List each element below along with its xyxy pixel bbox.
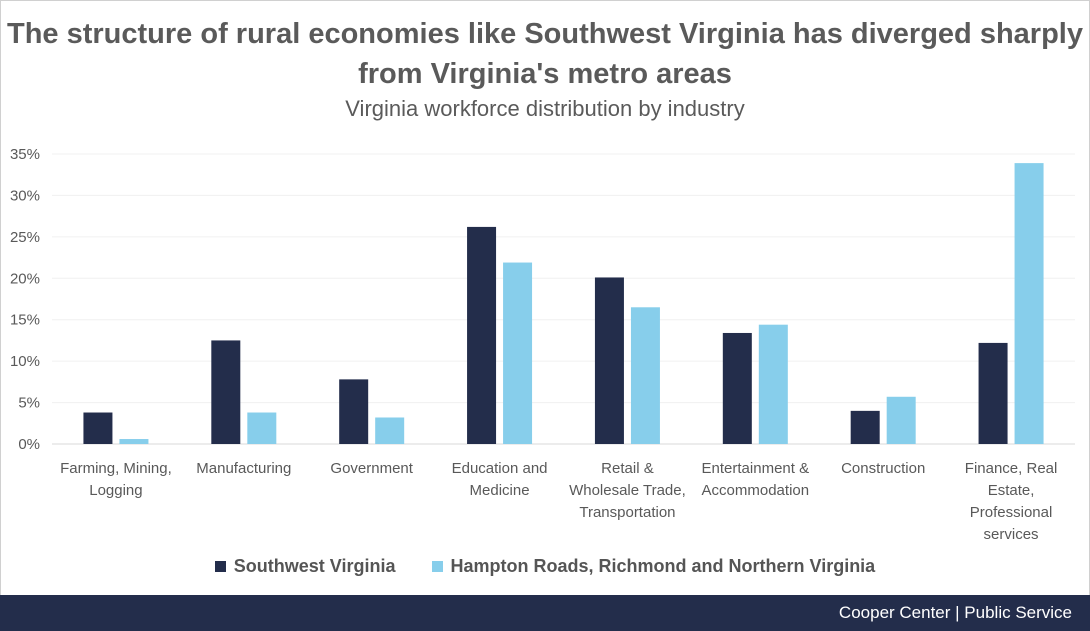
bar-metro (1014, 163, 1044, 444)
legend-swatch-metro (431, 561, 443, 572)
legend: Southwest Virginia Hampton Roads, Richmo… (0, 556, 1090, 577)
x-tick-label: Construction (841, 460, 925, 477)
bar-southwest (467, 226, 497, 444)
bar-metro (503, 262, 533, 444)
chart-title-text: The structure of rural economies like So… (7, 18, 1083, 90)
bar-metro (119, 439, 149, 444)
y-tick-label: 35% (10, 146, 40, 163)
bar-metro (630, 307, 660, 444)
footer-text: Cooper Center | Public Service (838, 603, 1072, 622)
x-tick-label: Farming, Mining, Logging (60, 460, 172, 499)
bar-metro (886, 396, 916, 444)
y-tick-label: 30% (10, 187, 40, 204)
bar-southwest (850, 410, 880, 444)
bar-metro (758, 324, 788, 444)
legend-swatch-southwest (214, 561, 226, 572)
y-tick-label: 10% (10, 353, 40, 370)
bar-southwest (722, 332, 752, 444)
x-tick-label: Retail & Wholesale Trade, Transportation (569, 460, 686, 521)
legend-item-southwest: Southwest Virginia (214, 556, 396, 577)
bar-southwest (594, 277, 624, 444)
x-tick-label: Manufacturing (196, 460, 291, 477)
legend-label-southwest: Southwest Virginia (233, 556, 396, 576)
bar-southwest (211, 340, 241, 444)
bar-southwest (978, 342, 1008, 444)
x-tick-label: Government (330, 460, 413, 477)
chart-title: The structure of rural economies like So… (0, 14, 1090, 94)
chart-subtitle: Virginia workforce distribution by indus… (345, 96, 745, 121)
legend-label-metro: Hampton Roads, Richmond and Northern Vir… (450, 556, 876, 576)
footer-bar: Cooper Center | Public Service (0, 595, 1090, 631)
y-tick-label: 15% (10, 312, 40, 329)
y-tick-label: 25% (10, 229, 40, 246)
x-tick-label: Education and Medicine (452, 460, 548, 499)
legend-item-metro: Hampton Roads, Richmond and Northern Vir… (431, 556, 876, 577)
x-tick-label: Entertainment & Accommodation (702, 460, 810, 499)
y-tick-label: 5% (18, 395, 40, 412)
bar-southwest (83, 412, 113, 444)
bar-southwest (339, 379, 369, 444)
x-tick-label: Finance, Real Estate, Professional services (965, 460, 1058, 543)
y-tick-label: 20% (10, 270, 40, 287)
bar-metro (375, 417, 405, 444)
bar-metro (247, 412, 277, 444)
y-tick-label: 0% (18, 436, 40, 453)
